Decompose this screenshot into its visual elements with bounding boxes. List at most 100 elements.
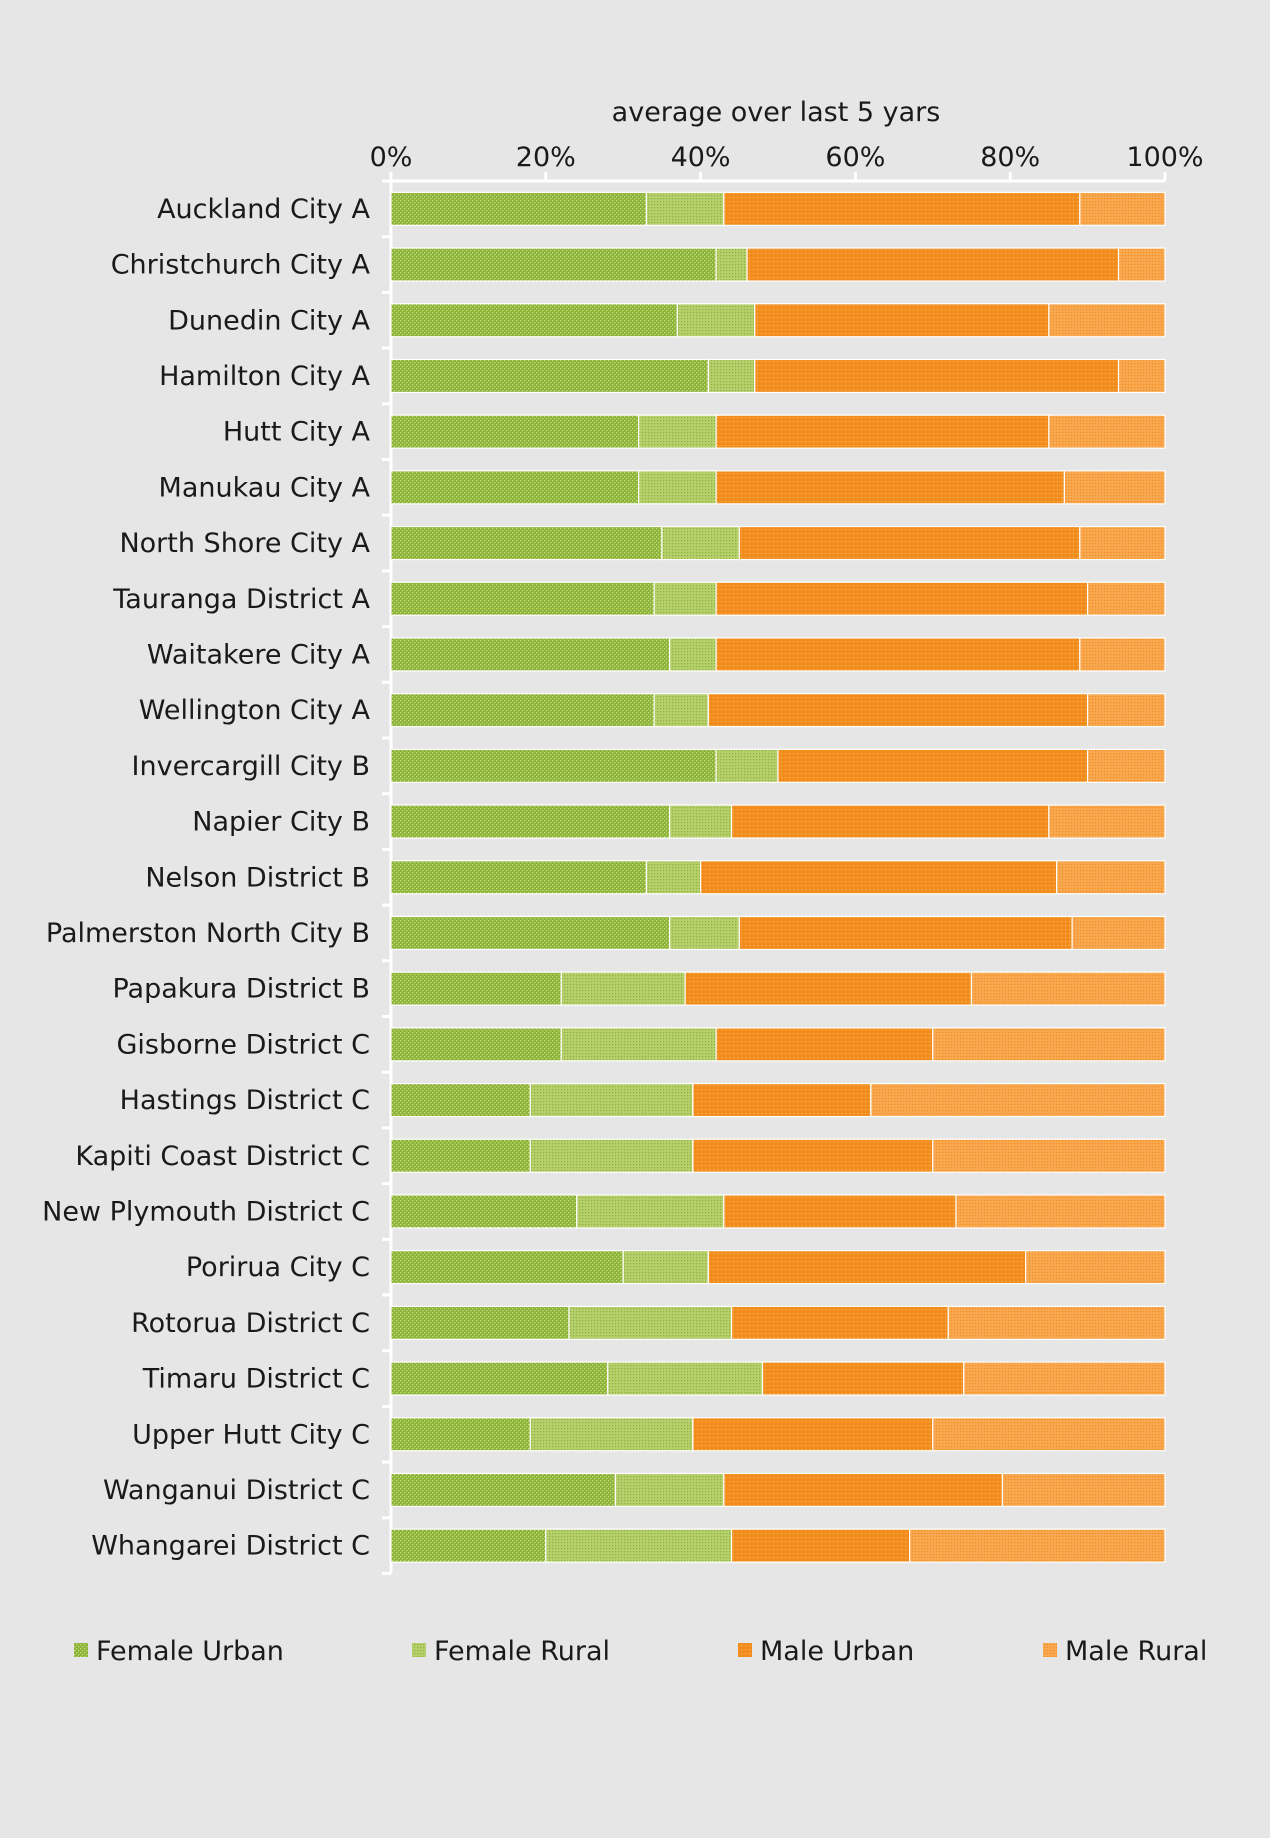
bar-segment-female-rural <box>614 1472 725 1508</box>
bar-segment-male-rural <box>963 1361 1166 1396</box>
category-label: Invercargill City B <box>132 751 370 782</box>
bar-segment-female-rural <box>529 1417 694 1452</box>
x-tick-label: 20% <box>516 142 576 173</box>
category-label: Palmerston North City B <box>46 918 370 949</box>
bar-segment-male-rural <box>870 1082 1166 1118</box>
bar-segment-female-urban <box>390 1027 562 1062</box>
bar-segment-female-urban <box>390 414 640 449</box>
category-label: Hamilton City A <box>159 361 370 392</box>
bar-segment-male-urban <box>715 414 1050 449</box>
legend-item: Female Urban <box>74 1636 284 1667</box>
bar-segment-female-urban <box>390 525 663 561</box>
bar-segment-female-urban <box>390 915 671 951</box>
bar-segment-female-urban <box>390 1250 624 1285</box>
legend-label: Male Rural <box>1065 1636 1207 1667</box>
bar-segment-female-rural <box>560 1027 717 1062</box>
category-label: New Plymouth District C <box>42 1196 370 1227</box>
bar-segment-male-rural <box>1086 693 1166 728</box>
bar-segment-male-rural <box>1048 804 1166 839</box>
bar-segment-female-rural <box>669 804 733 839</box>
bar-segment-male-urban <box>692 1417 934 1452</box>
bar-segment-male-urban <box>715 637 1081 672</box>
bar-segment-female-urban <box>390 1417 531 1452</box>
bar-segment-female-rural <box>638 414 717 449</box>
legend-swatch <box>412 1643 426 1657</box>
bar-segment-male-rural <box>1079 191 1166 226</box>
bar-segment-male-rural <box>1048 303 1166 338</box>
category-label: Dunedin City A <box>168 305 370 336</box>
bar-segment-male-urban <box>707 1250 1027 1285</box>
bar-segment-male-urban <box>738 915 1073 951</box>
bar-segment-male-rural <box>1079 637 1166 672</box>
category-label: Papakura District B <box>112 974 370 1005</box>
bar-segment-male-urban <box>692 1082 872 1118</box>
category-label: Hastings District C <box>120 1085 370 1116</box>
bar-segment-female-rural <box>653 581 717 616</box>
bar-segment-female-urban <box>390 247 717 282</box>
bar-segment-female-rural <box>715 247 748 282</box>
bar-segment-male-rural <box>955 1194 1166 1229</box>
bars <box>390 191 1166 1563</box>
bar-segment-female-urban <box>390 1472 617 1508</box>
bar-segment-male-urban <box>746 247 1120 282</box>
bar-segment-male-urban <box>723 1194 957 1229</box>
category-label: Rotorua District C <box>131 1308 370 1339</box>
bar-segment-male-rural <box>932 1417 1166 1452</box>
category-label: Hutt City A <box>223 417 371 448</box>
bar-segment-female-urban <box>390 971 562 1006</box>
bar-segment-female-urban <box>390 1305 570 1340</box>
bar-segment-female-rural <box>622 1250 709 1285</box>
bar-segment-female-rural <box>529 1082 694 1118</box>
bar-segment-male-rural <box>932 1027 1166 1062</box>
category-label: Gisborne District C <box>117 1029 371 1060</box>
legend-swatch <box>1043 1643 1057 1657</box>
axis-title: average over last 5 yars <box>612 97 941 128</box>
bar-segment-female-rural <box>638 470 717 505</box>
x-tick-label: 80% <box>980 142 1040 173</box>
bar-segment-female-rural <box>676 303 756 338</box>
bar-segment-male-urban <box>730 804 1050 839</box>
category-label: Napier City B <box>192 807 370 838</box>
bar-segment-female-urban <box>390 358 709 394</box>
legend-item: Male Urban <box>738 1636 914 1667</box>
x-tick-label: 100% <box>1126 142 1203 173</box>
bar-segment-male-urban <box>723 1472 1004 1508</box>
bar-segment-female-rural <box>653 693 709 728</box>
legend-item: Female Rural <box>412 1636 610 1667</box>
category-label: Timaru District C <box>142 1364 370 1395</box>
bar-segment-male-rural <box>1048 414 1166 449</box>
legend: Female Urban Female Rural Male Urban Male R… <box>74 1636 1207 1667</box>
bar-segment-male-urban <box>715 581 1089 616</box>
bar-segment-female-urban <box>390 581 655 616</box>
bar-segment-male-rural <box>1086 748 1166 783</box>
x-tick-label: 60% <box>825 142 885 173</box>
bar-segment-female-urban <box>390 748 717 783</box>
bar-segment-female-urban <box>390 1138 531 1173</box>
bar-segment-female-rural <box>669 915 740 951</box>
bar-segment-female-rural <box>715 748 779 783</box>
axes <box>382 172 1167 1575</box>
legend-label: Female Urban <box>96 1636 284 1667</box>
bar-segment-female-urban <box>390 1528 547 1563</box>
category-label: Porirua City C <box>186 1252 370 1283</box>
bar-segment-male-urban <box>715 1027 934 1062</box>
bar-segment-female-urban <box>390 191 648 226</box>
bar-segment-male-urban <box>723 191 1081 226</box>
bar-segment-female-urban <box>390 1194 578 1229</box>
bar-segment-male-urban <box>761 1361 965 1396</box>
category-label: Tauranga District A <box>112 584 370 615</box>
category-label: Upper Hutt City C <box>132 1419 370 1450</box>
category-label: Auckland City A <box>157 194 370 225</box>
bar-segment-male-rural <box>1071 915 1166 951</box>
bar-segment-male-rural <box>1117 358 1166 394</box>
bar-segment-female-urban <box>390 693 655 728</box>
bar-segment-female-rural <box>576 1194 725 1229</box>
category-label: Whangarei District C <box>91 1531 370 1562</box>
bar-segment-female-urban <box>390 303 678 338</box>
legend-label: Male Urban <box>760 1636 914 1667</box>
category-label: Wanganui District C <box>103 1475 370 1506</box>
bar-segment-male-rural <box>970 971 1166 1006</box>
category-label: North Shore City A <box>119 528 370 559</box>
